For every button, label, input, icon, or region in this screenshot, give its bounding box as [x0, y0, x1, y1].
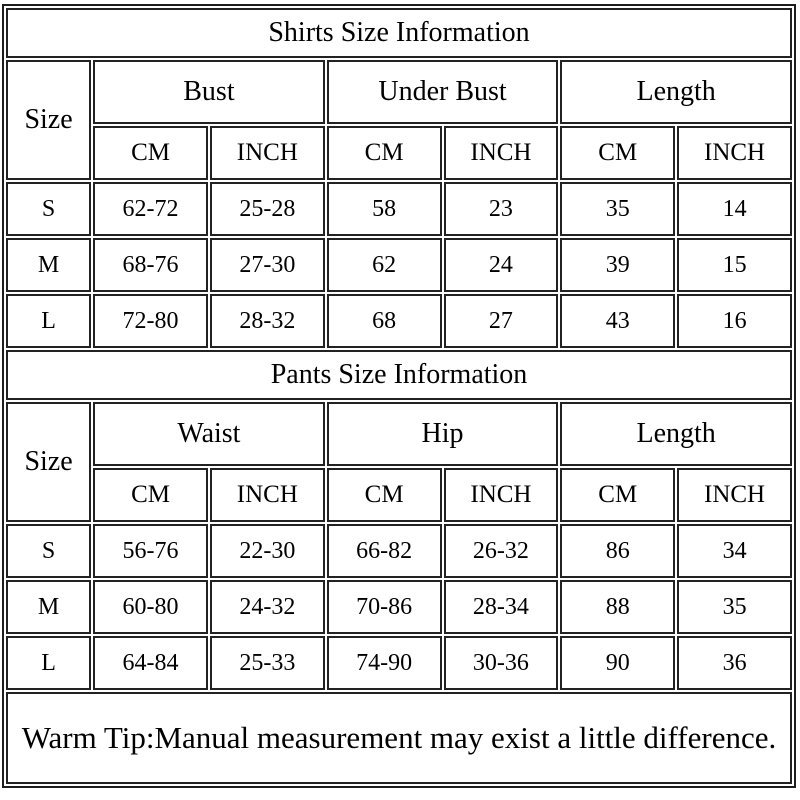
shirts-group-header-length: Length	[560, 60, 792, 124]
warm-tip-text: Warm Tip:Manual measurement may exist a …	[6, 692, 792, 784]
pants-group-header-waist: Waist	[93, 402, 325, 466]
value-cell: 25-28	[209, 182, 325, 236]
value-cell: 28-34	[443, 580, 559, 634]
value-cell: 16	[677, 294, 792, 348]
value-cell: 24	[443, 238, 559, 292]
value-cell: 43	[560, 294, 676, 348]
warm-tip-row: Warm Tip:Manual measurement may exist a …	[6, 692, 792, 784]
shirts-group-header-under-bust: Under Bust	[326, 60, 559, 124]
value-cell: 36	[677, 636, 792, 690]
value-cell: 62	[326, 238, 442, 292]
unit-header: INCH	[209, 126, 325, 180]
unit-header: CM	[93, 126, 208, 180]
value-cell: 68	[326, 294, 442, 348]
shirts-size-header: Size	[6, 60, 92, 180]
size-cell: M	[6, 580, 92, 634]
value-cell: 74-90	[326, 636, 442, 690]
size-cell: L	[6, 636, 92, 690]
pants-group-header-length: Length	[560, 402, 792, 466]
unit-header: INCH	[443, 126, 559, 180]
size-cell: M	[6, 238, 92, 292]
unit-header: INCH	[443, 468, 559, 522]
value-cell: 24-32	[209, 580, 325, 634]
unit-header: INCH	[677, 126, 792, 180]
value-cell: 28-32	[209, 294, 325, 348]
unit-header: INCH	[677, 468, 792, 522]
unit-header: CM	[560, 468, 676, 522]
pants-row-m: M 60-80 24-32 70-86 28-34 88 35	[6, 580, 792, 634]
value-cell: 90	[560, 636, 676, 690]
shirts-group-header-bust: Bust	[93, 60, 325, 124]
unit-header: CM	[326, 468, 442, 522]
value-cell: 34	[677, 524, 792, 578]
value-cell: 23	[443, 182, 559, 236]
value-cell: 60-80	[93, 580, 208, 634]
pants-size-header: Size	[6, 402, 92, 522]
value-cell: 58	[326, 182, 442, 236]
shirts-row-m: M 68-76 27-30 62 24 39 15	[6, 238, 792, 292]
size-cell: L	[6, 294, 92, 348]
size-chart-table: Shirts Size Information Size Bust Under …	[2, 4, 796, 788]
value-cell: 25-33	[209, 636, 325, 690]
value-cell: 35	[560, 182, 676, 236]
unit-header: INCH	[209, 468, 325, 522]
pants-section: Pants Size Information	[6, 350, 792, 400]
shirts-row-l: L 72-80 28-32 68 27 43 16	[6, 294, 792, 348]
size-cell: S	[6, 524, 92, 578]
value-cell: 70-86	[326, 580, 442, 634]
unit-header: CM	[326, 126, 442, 180]
size-cell: S	[6, 182, 92, 236]
pants-row-s: S 56-76 22-30 66-82 26-32 86 34	[6, 524, 792, 578]
value-cell: 30-36	[443, 636, 559, 690]
value-cell: 26-32	[443, 524, 559, 578]
value-cell: 62-72	[93, 182, 208, 236]
value-cell: 68-76	[93, 238, 208, 292]
value-cell: 27	[443, 294, 559, 348]
pants-row-l: L 64-84 25-33 74-90 30-36 90 36	[6, 636, 792, 690]
value-cell: 35	[677, 580, 792, 634]
pants-title: Pants Size Information	[6, 350, 792, 400]
value-cell: 14	[677, 182, 792, 236]
value-cell: 39	[560, 238, 676, 292]
value-cell: 66-82	[326, 524, 442, 578]
pants-unit-header-row: CM INCH CM INCH CM INCH	[6, 468, 792, 522]
value-cell: 64-84	[93, 636, 208, 690]
pants-group-header-hip: Hip	[326, 402, 559, 466]
unit-header: CM	[560, 126, 676, 180]
shirts-unit-header-row: CM INCH CM INCH CM INCH	[6, 126, 792, 180]
shirts-group-header-row: Size Bust Under Bust Length	[6, 60, 792, 180]
shirts-title: Shirts Size Information	[6, 8, 792, 58]
value-cell: 72-80	[93, 294, 208, 348]
value-cell: 27-30	[209, 238, 325, 292]
value-cell: 15	[677, 238, 792, 292]
shirts-row-s: S 62-72 25-28 58 23 35 14	[6, 182, 792, 236]
value-cell: 88	[560, 580, 676, 634]
value-cell: 86	[560, 524, 676, 578]
shirts-section: Shirts Size Information	[6, 8, 792, 58]
pants-group-header-row: Size Waist Hip Length	[6, 402, 792, 522]
value-cell: 22-30	[209, 524, 325, 578]
value-cell: 56-76	[93, 524, 208, 578]
unit-header: CM	[93, 468, 208, 522]
